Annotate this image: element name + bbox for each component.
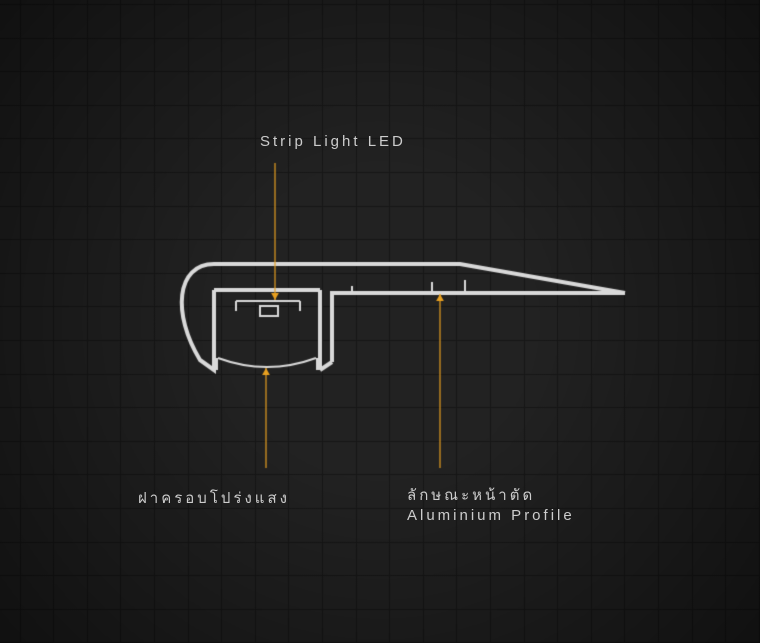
label-diffuser-cover: ฝาครอบโปร่งแสง (138, 486, 290, 510)
label-aluminium-profile-line2: Aluminium Profile (407, 507, 575, 524)
diagram-canvas (0, 0, 760, 643)
label-aluminium-profile-line1: ลักษณะหน้าตัด (407, 487, 535, 504)
label-aluminium-profile: ลักษณะหน้าตัด Aluminium Profile (407, 486, 575, 526)
label-strip-light-led: Strip Light LED (260, 133, 406, 150)
